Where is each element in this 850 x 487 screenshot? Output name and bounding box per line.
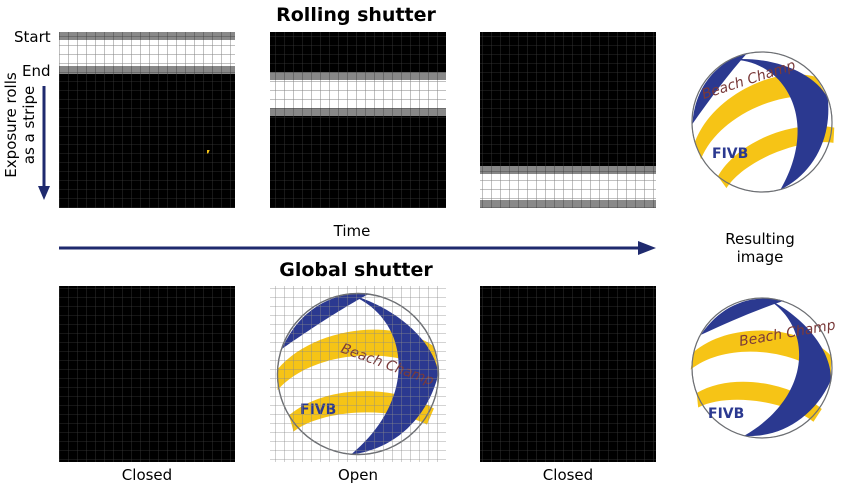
rolling-frame-1 (59, 32, 235, 208)
start-label: Start (14, 28, 51, 46)
exposure-side-label: Exposure rolls as a stripe (2, 72, 38, 178)
global-result-ball: Beach Champ FIVB (680, 286, 844, 450)
global-frame-open: Beach Champ FIVB (270, 286, 446, 462)
rolling-frame-3 (480, 32, 656, 208)
global-frame-closed-1 (59, 286, 235, 462)
frame-label-closed-1: Closed (122, 466, 172, 484)
result-ball-logo-top: FIVB (712, 146, 748, 162)
time-arrow-icon (59, 241, 656, 255)
exposure-down-arrow-icon (38, 86, 50, 200)
side-label-line2: as a stripe (20, 86, 38, 165)
resulting-label-line1: Resulting (725, 230, 795, 248)
rolling-shutter-title: Rolling shutter (276, 4, 436, 26)
side-label-line1: Exposure rolls (2, 72, 20, 178)
time-label: Time (333, 222, 371, 240)
frame-label-closed-2: Closed (543, 466, 593, 484)
global-frame-closed-2 (480, 286, 656, 462)
resulting-label-line2: image (737, 248, 784, 266)
result-ball-logo-bottom: FIVB (708, 406, 744, 422)
rolling-frame-2 (270, 32, 446, 208)
frame-label-open: Open (338, 466, 378, 484)
end-label: End (22, 62, 51, 80)
rolling-result-ball: Beach Champ FIVB (671, 31, 850, 213)
global-shutter-title: Global shutter (279, 259, 433, 281)
